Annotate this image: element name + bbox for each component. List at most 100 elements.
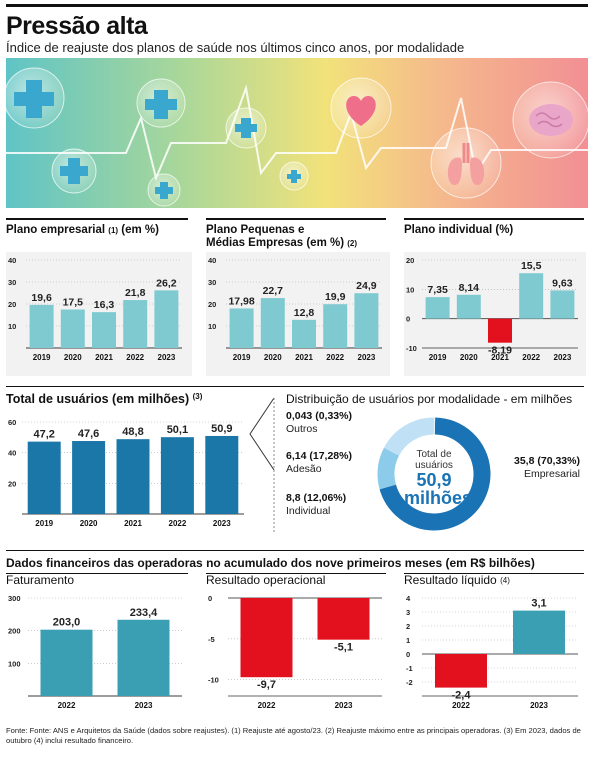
y-tick-label: 0 bbox=[406, 315, 410, 324]
health-banner-illustration bbox=[6, 58, 588, 208]
row3-rule bbox=[6, 550, 584, 551]
x-tick-label: 2020 bbox=[64, 353, 82, 362]
x-tick-label: 2019 bbox=[233, 353, 251, 362]
faturamento-rule bbox=[6, 573, 188, 574]
data-label: 47,6 bbox=[78, 428, 99, 440]
y-tick-label: 30 bbox=[208, 278, 216, 287]
donut-label-outros: 0,043 (0,33%) Outros bbox=[286, 410, 352, 435]
x-tick-label: 2023 bbox=[135, 701, 153, 710]
x-tick-label: 2021 bbox=[124, 519, 142, 528]
y-tick-label: 2 bbox=[406, 622, 410, 631]
x-tick-label: 2023 bbox=[358, 353, 376, 362]
bar bbox=[260, 298, 285, 348]
usuarios-header: Total de usuários (em milhões) (3) bbox=[6, 392, 203, 406]
page-title: Pressão alta bbox=[6, 12, 148, 40]
data-label: -5,1 bbox=[334, 642, 353, 654]
bar bbox=[160, 437, 194, 514]
y-tick-label: 300 bbox=[8, 594, 21, 603]
x-tick-label: 2019 bbox=[429, 353, 447, 362]
heart-bubble-icon bbox=[330, 77, 392, 139]
bar bbox=[550, 290, 575, 319]
data-label: 15,5 bbox=[521, 260, 542, 272]
data-label: 26,2 bbox=[156, 277, 177, 289]
y-tick-label: -1 bbox=[406, 664, 413, 673]
distribuicao-header: Distribuição de usuários por modalidade … bbox=[286, 392, 573, 406]
financeiro-header: Dados financeiros das operadoras no acum… bbox=[6, 556, 535, 570]
data-label: 203,0 bbox=[53, 617, 81, 629]
y-tick-label: 10 bbox=[8, 322, 16, 331]
data-label: 47,2 bbox=[33, 429, 54, 441]
x-tick-label: 2022 bbox=[522, 353, 540, 362]
x-tick-label: 2022 bbox=[452, 701, 470, 710]
row2-rule bbox=[6, 386, 584, 387]
y-tick-label: 200 bbox=[8, 627, 21, 636]
operacional-rule bbox=[206, 573, 386, 574]
y-tick-label: 30 bbox=[8, 278, 16, 287]
x-tick-label: 2020 bbox=[80, 519, 98, 528]
bar bbox=[519, 273, 544, 319]
individual-rule bbox=[404, 218, 584, 220]
lungs-bubble-icon bbox=[430, 127, 502, 199]
bar bbox=[72, 441, 106, 514]
donut-slice-empresarial bbox=[379, 417, 491, 531]
data-label: 48,8 bbox=[122, 426, 143, 438]
bar bbox=[60, 309, 85, 348]
bar bbox=[292, 319, 316, 348]
operacional-chart: -10 -5 0 -9,7 2022 -5,1 2023 bbox=[208, 594, 382, 710]
data-label: 19,6 bbox=[31, 292, 52, 304]
x-tick-label: 2023 bbox=[158, 353, 176, 362]
bar bbox=[205, 435, 239, 514]
x-tick-label: 2023 bbox=[530, 701, 548, 710]
bar bbox=[27, 441, 61, 514]
x-tick-label: 2022 bbox=[326, 353, 344, 362]
data-label: 233,4 bbox=[130, 607, 158, 619]
top-rule bbox=[6, 4, 588, 7]
usuarios-chart: 20 40 60 47,2 2019 47,6 2020 48,8 2021 50,1 2022 50… bbox=[8, 418, 244, 528]
page-subtitle: Índice de reajuste dos planos de saúde n… bbox=[6, 40, 465, 55]
cross-bubble-icon bbox=[6, 67, 309, 207]
data-label: 9,63 bbox=[552, 277, 573, 289]
y-tick-label: 3 bbox=[406, 608, 410, 617]
y-tick-label: 0 bbox=[406, 650, 410, 659]
y-tick-label: 4 bbox=[406, 594, 411, 603]
y-tick-label: 20 bbox=[8, 479, 16, 488]
data-label: 17,98 bbox=[228, 295, 254, 307]
y-tick-label: 40 bbox=[208, 256, 216, 265]
x-tick-label: 2023 bbox=[335, 701, 353, 710]
y-tick-label: -10 bbox=[208, 676, 219, 685]
x-tick-label: 2021 bbox=[491, 353, 509, 362]
bar bbox=[354, 293, 379, 348]
bar bbox=[123, 300, 148, 348]
data-label: 17,5 bbox=[63, 297, 84, 309]
bar bbox=[117, 619, 170, 696]
data-label: 22,7 bbox=[263, 285, 284, 297]
pme-chart: 10 20 30 40 17,98 2019 22,7 2020 12,8 2021 19,9 202… bbox=[206, 252, 390, 376]
x-tick-label: 2023 bbox=[554, 353, 572, 362]
y-tick-label: 20 bbox=[8, 300, 16, 309]
pme-header: Plano Pequenas e Médias Empresas (em %) (… bbox=[206, 224, 358, 249]
data-label: 50,1 bbox=[167, 424, 188, 436]
y-tick-label: -5 bbox=[208, 635, 215, 644]
data-label: -2,4 bbox=[452, 690, 472, 702]
y-tick-label: 20 bbox=[208, 300, 216, 309]
data-label: 19,9 bbox=[325, 291, 346, 303]
x-tick-label: 2022 bbox=[258, 701, 276, 710]
bar bbox=[488, 318, 512, 343]
data-label: -8,19 bbox=[488, 345, 512, 357]
callout-connector bbox=[249, 397, 275, 534]
bar bbox=[92, 312, 116, 348]
y-tick-label: 0 bbox=[208, 594, 212, 603]
x-tick-label: 2019 bbox=[35, 519, 53, 528]
data-label: 24,9 bbox=[356, 280, 377, 292]
x-tick-label: 2022 bbox=[58, 701, 76, 710]
data-label: 3,1 bbox=[531, 598, 546, 610]
brain-bubble-icon bbox=[512, 81, 588, 159]
x-tick-label: 2021 bbox=[95, 353, 113, 362]
operacional-header: Resultado operacional bbox=[206, 573, 326, 587]
bar bbox=[240, 598, 293, 678]
y-tick-label: 60 bbox=[8, 418, 16, 427]
empresarial-chart: 10 20 30 40 19,6 2019 17,5 2020 16,3 2021 21,8 2022… bbox=[6, 252, 192, 376]
data-label: -9,7 bbox=[257, 679, 276, 691]
bar bbox=[435, 654, 487, 688]
